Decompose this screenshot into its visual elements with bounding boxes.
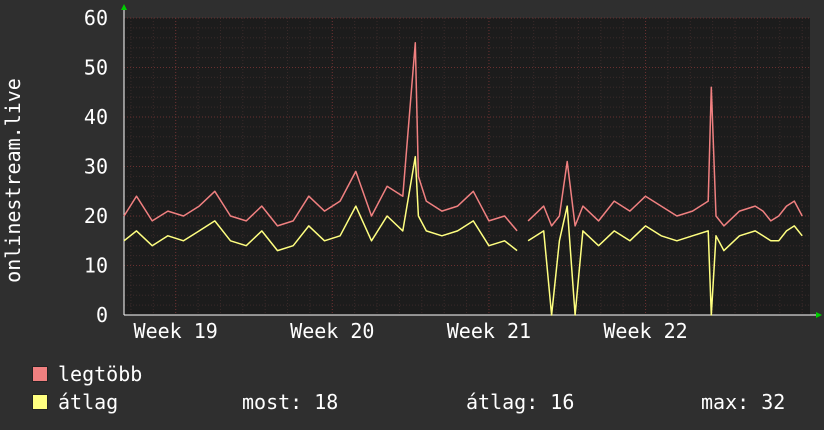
series-line-avg <box>123 155 803 316</box>
y-tick-label: 10 <box>84 254 108 278</box>
x-axis-arrow-icon <box>816 312 822 318</box>
series-line-max <box>123 42 803 232</box>
stat-max: max: 32 <box>701 390 785 414</box>
x-tick-label: Week 19 <box>134 319 218 343</box>
stat-avg: átlag: 16 <box>466 390 574 414</box>
y-tick-label: 20 <box>84 204 108 228</box>
legend-item-max: legtöbb <box>32 362 142 386</box>
stat-avg-label: átlag: <box>466 390 539 414</box>
legend-swatch-avg <box>32 394 48 410</box>
stat-now: most: 18 <box>242 390 338 414</box>
legend-label-max: legtöbb <box>58 362 143 386</box>
stat-now-label: most: <box>242 390 303 414</box>
y-tick-label: 50 <box>84 56 108 80</box>
y-tick-label: 40 <box>84 105 108 129</box>
stat-max-value: 32 <box>761 390 786 414</box>
y-tick-label: 60 <box>84 6 108 30</box>
x-tick-label: Week 21 <box>447 319 531 343</box>
x-tick-label: Week 20 <box>290 319 374 343</box>
stat-max-label: max: <box>701 390 750 414</box>
stat-now-value: 18 <box>314 390 339 414</box>
x-tick-label: Week 22 <box>603 319 687 343</box>
y-axis-label: onlinestream.live <box>1 78 25 283</box>
legend-label-avg: átlag <box>58 390 119 414</box>
y-axis-arrow-icon <box>121 4 127 10</box>
legend-swatch-max <box>32 366 48 382</box>
y-tick-label: 0 <box>96 303 108 327</box>
legend-item-avg: átlag <box>32 390 118 414</box>
stat-avg-value: 16 <box>550 390 575 414</box>
y-tick-label: 30 <box>84 155 108 179</box>
